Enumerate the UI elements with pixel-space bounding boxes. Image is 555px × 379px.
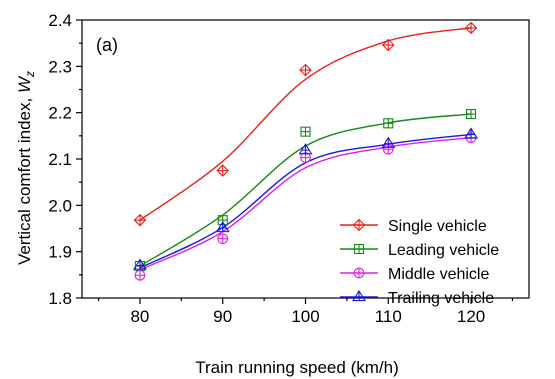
data-point-marker <box>299 63 312 77</box>
y-tick-label: 2.3 <box>48 57 72 76</box>
x-tick-label: 110 <box>375 307 402 326</box>
y-axis-title-main: Vertical comfort index, <box>15 93 34 265</box>
legend-label: Trailing vehicle <box>388 290 494 307</box>
data-point-marker <box>132 258 147 270</box>
data-point-marker <box>216 164 230 177</box>
y-axis-title: Vertical comfort index, Wz <box>15 71 37 265</box>
data-point-marker <box>217 233 229 245</box>
y-tick-label: 2.0 <box>48 196 72 215</box>
data-point-marker <box>381 38 395 52</box>
legend-label: Single vehicle <box>388 218 487 235</box>
axes: 80 90 100 110 120 1.8 1.9 2.0 2.1 2.2 2.3 2.4 <box>48 11 530 326</box>
x-tick-label: 90 <box>213 307 232 326</box>
legend-label: Leading vehicle <box>388 242 499 259</box>
data-point-marker <box>353 243 365 255</box>
data-point-marker <box>134 269 146 281</box>
data-point-marker <box>381 136 396 148</box>
data-point-marker <box>215 220 230 233</box>
data-point-marker <box>383 118 394 129</box>
data-point-marker <box>352 218 366 232</box>
series-line <box>139 136 472 271</box>
legend: Single vehicle Leading vehicle Middle vehi… <box>340 218 499 307</box>
y-tick-label: 2.4 <box>48 11 72 30</box>
y-tick-label: 1.8 <box>48 289 72 308</box>
data-point-marker <box>300 126 311 137</box>
y-axis-title-subscript: z <box>23 71 37 78</box>
data-point-marker <box>464 127 479 139</box>
y-axis-title-symbol: W <box>15 75 34 93</box>
x-tick-label: 120 <box>457 307 485 326</box>
panel-label: (a) <box>96 35 118 55</box>
x-tick-label: 80 <box>130 307 149 326</box>
y-tick-label: 1.9 <box>48 243 72 262</box>
y-tick-label: 2.2 <box>48 104 72 123</box>
data-point-marker <box>464 21 478 35</box>
series-line <box>139 27 472 221</box>
x-axis-title: Train running speed (km/h) <box>195 358 398 377</box>
x-tick-label: 100 <box>291 307 319 326</box>
data-point-marker <box>466 109 477 120</box>
data-point-marker <box>353 267 365 279</box>
data-point-marker <box>298 143 313 155</box>
y-tick-label: 2.1 <box>48 150 72 169</box>
data-point-marker <box>352 289 366 302</box>
legend-label: Middle vehicle <box>388 266 489 283</box>
markers <box>132 21 479 281</box>
data-point-marker <box>133 213 147 227</box>
